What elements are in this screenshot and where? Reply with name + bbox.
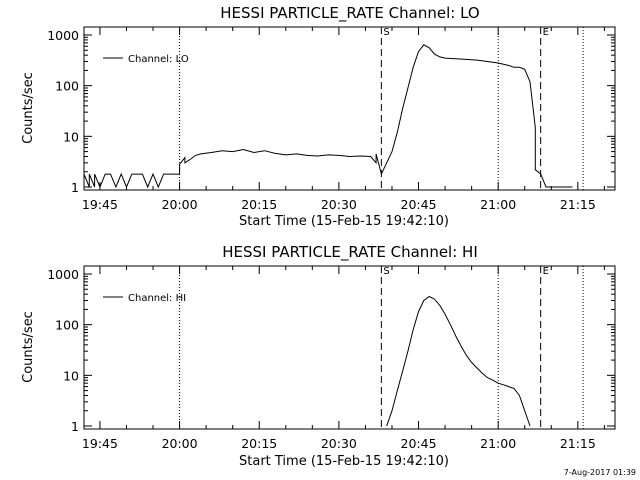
lo-x-axis-label: Start Time (15-Feb-15 19:42:10): [239, 214, 449, 229]
lo-panel-title: HESSI PARTICLE_RATE Channel: LO: [220, 4, 479, 23]
y-tick-label: 1000: [47, 28, 79, 43]
x-tick-label: 20:45: [401, 197, 437, 212]
hi-x-axis-label: Start Time (15-Feb-15 19:42:10): [239, 454, 449, 469]
x-tick-label: 20:30: [321, 436, 357, 451]
marker-label: E: [543, 266, 549, 277]
lo-y-axis-label: Counts/sec: [21, 72, 36, 144]
lo-channel-panel: HESSI PARTICLE_RATE Channel: LO 1 10 100 10…: [21, 4, 616, 229]
y-tick-label: 100: [55, 79, 79, 94]
y-tick-label: 100: [55, 318, 79, 333]
y-tick-label: 1000: [47, 267, 79, 282]
lo-series-line: [83, 44, 573, 189]
y-tick-label: 10: [63, 368, 79, 383]
hi-series-line: [386, 295, 531, 427]
hi-panel-frame: [83, 265, 616, 430]
x-tick-label: 21:00: [480, 197, 516, 212]
x-tick-label: 20:45: [401, 436, 437, 451]
y-tick-label: 10: [63, 129, 79, 144]
marker-label: S: [383, 266, 389, 277]
y-tick-label: 1: [71, 180, 79, 195]
lo-legend-label: Channel: LO: [128, 54, 189, 65]
x-tick-label: 19:45: [82, 436, 118, 451]
marker-label: S: [383, 27, 389, 38]
hi-legend: Channel: HI: [103, 293, 186, 304]
lo-panel-frame: [83, 26, 616, 191]
marker-label: E: [543, 27, 549, 38]
hi-legend-label: Channel: HI: [128, 293, 186, 304]
x-tick-label: 20:15: [241, 436, 277, 451]
generation-timestamp: 7-Aug-2017 01:39: [564, 468, 636, 477]
x-tick-label: 20:15: [241, 197, 277, 212]
x-tick-label: 20:30: [321, 197, 357, 212]
hi-y-axis-label: Counts/sec: [21, 311, 36, 383]
hi-channel-panel: HESSI PARTICLE_RATE Channel: HI 1 10 100 10…: [21, 243, 616, 469]
hi-panel-title: HESSI PARTICLE_RATE Channel: HI: [222, 243, 478, 262]
x-tick-label: 19:45: [82, 197, 118, 212]
x-tick-label: 21:15: [560, 197, 596, 212]
lo-legend: Channel: LO: [103, 54, 189, 65]
x-tick-label: 21:15: [560, 436, 596, 451]
x-tick-label: 20:00: [162, 436, 198, 451]
y-tick-label: 1: [71, 419, 79, 434]
x-tick-label: 20:00: [162, 197, 198, 212]
x-tick-label: 21:00: [480, 436, 516, 451]
